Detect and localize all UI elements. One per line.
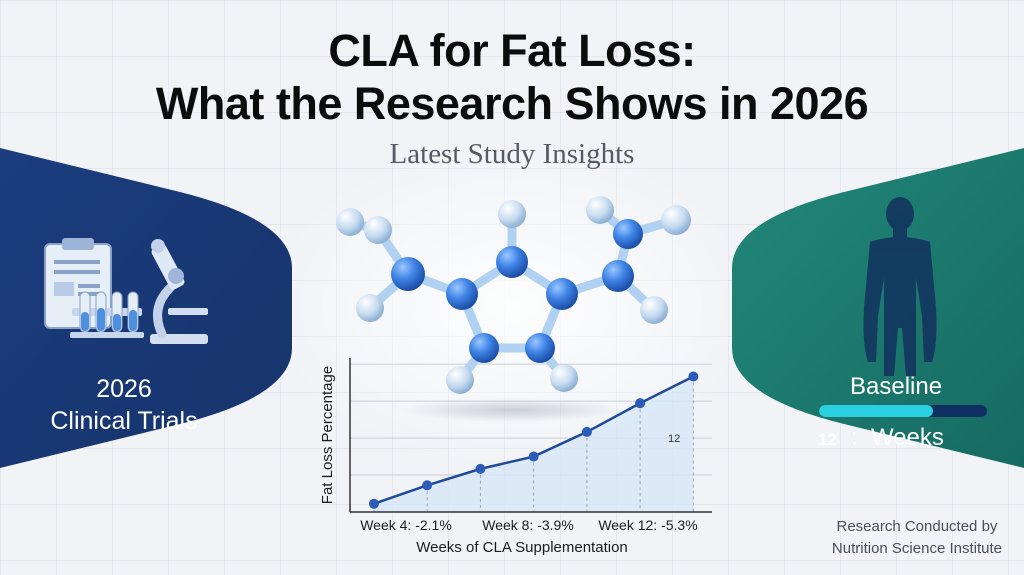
weeks-colon: : (850, 424, 858, 451)
chart-data-point (528, 451, 539, 462)
weeks-number: 12 (818, 430, 837, 449)
title-line-2: What the Research Shows in 2026 (155, 78, 869, 129)
chart-annotation: 12 (668, 433, 680, 445)
chart-xlabel: Weeks of CLA Supplementation (416, 539, 628, 556)
chart-area-fill (373, 376, 694, 512)
page-title: CLA for Fat Loss: What the Research Show… (0, 24, 1024, 130)
subtitle: Latest Study Insights (389, 138, 635, 170)
title-line-1: CLA for Fat Loss: (328, 25, 696, 76)
human-silhouette-icon (863, 197, 937, 376)
test-tubes-icon (70, 291, 144, 338)
chart-ylabel: Fat Loss Percentage (319, 366, 336, 504)
clinical-trials-panel-shape (0, 148, 292, 468)
research-credit: Research Conducted by Nutrition Science … (832, 516, 1002, 560)
tick-label-week-8: Week 8: -3.9% (482, 517, 574, 533)
clipboard-icon (44, 238, 112, 329)
microscope-icon (150, 239, 208, 344)
chart-data-point (475, 463, 486, 474)
chart-tick-labels: Week 4: -2.1% Week 8: -3.9% Week 12: -5.… (360, 517, 697, 533)
tick-label-week-4: Week 4: -2.1% (360, 517, 452, 533)
progress-bar-fill (819, 405, 934, 417)
weeks-label: Weeks (870, 424, 944, 451)
molecule-atoms (336, 196, 691, 394)
chart-points (368, 371, 699, 509)
chart-data-point (581, 426, 592, 437)
clinical-trials-label: 2026 Clinical Trials (34, 373, 214, 437)
clinical-trials-text: Clinical Trials (50, 407, 198, 435)
baseline-panel: Baseline 12: Weeks (732, 148, 1024, 468)
progress-bar (819, 405, 987, 417)
chart-data-point (368, 498, 379, 509)
baseline-panel-shape (732, 148, 1024, 468)
baseline-label: Baseline (850, 373, 943, 400)
molecule-illustration (336, 196, 691, 422)
chart-data-point (688, 371, 699, 382)
fat-loss-chart: Fat Loss Percentage Week 4: -2.1% Week 8… (319, 358, 712, 556)
chart-data-point (635, 398, 646, 409)
credit-line-1: Research Conducted by (836, 518, 998, 535)
clinical-trials-panel: 2026 Clinical Trials (0, 148, 292, 468)
clinical-trials-year: 2026 (96, 375, 152, 403)
credit-line-2: Nutrition Science Institute (831, 540, 1002, 557)
weeks-row: 12: Weeks (818, 424, 944, 452)
tick-label-week-12: Week 12: -5.3% (598, 517, 697, 533)
chart-data-point (422, 480, 433, 491)
